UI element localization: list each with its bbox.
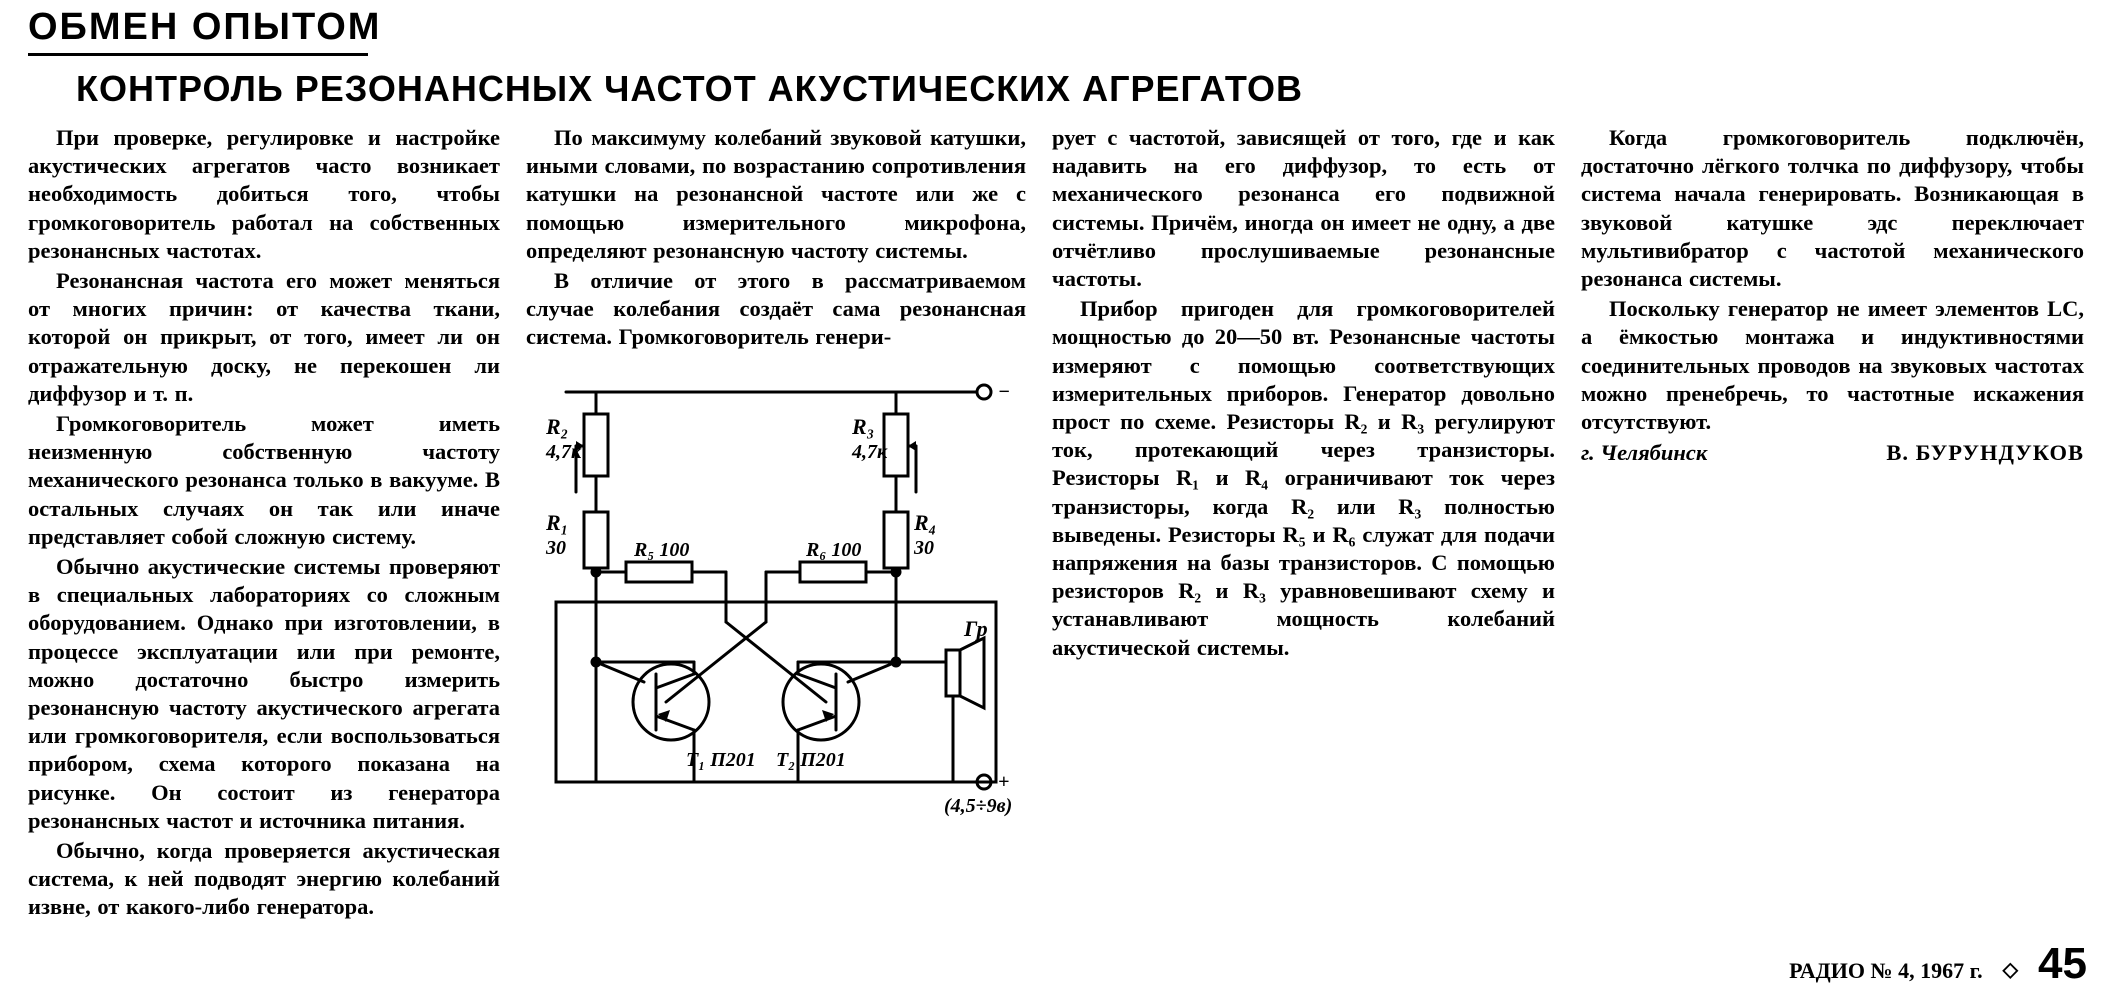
paragraph: В отличие от этого в рассматриваемом слу… (526, 267, 1026, 352)
magazine-issue: РАДИО № 4, 1967 г. (1789, 958, 1983, 984)
svg-text:R₃: R₃ (851, 414, 874, 439)
paragraph: Когда громкоговоритель подключён, достат… (1581, 124, 2084, 293)
svg-text:R₂: R₂ (545, 414, 568, 439)
page: ОБМЕН ОПЫТОМ КОНТРОЛЬ РЕЗОНАНСНЫХ ЧАСТОТ… (28, 6, 2098, 946)
footer-ornament-icon: ◇ (2003, 957, 2018, 982)
svg-text:R₁: R₁ (545, 510, 568, 535)
svg-text:R₆ 100: R₆ 100 (805, 539, 861, 561)
svg-text:T₂ П201: T₂ П201 (776, 749, 846, 771)
paragraph: Обычно акустические системы проверяют в … (28, 553, 500, 835)
paragraph: Резонансная частота его может меняться о… (28, 267, 500, 408)
svg-text:30: 30 (545, 537, 566, 559)
column-1: При проверке, регулировке и настройке ак… (28, 124, 500, 924)
article-signoff: г. Челябинск В. БУРУНДУКОВ (1581, 440, 2084, 466)
author-city: г. Челябинск (1581, 440, 1707, 466)
rubric-rule (28, 53, 368, 56)
svg-text:4,7к: 4,7к (545, 441, 582, 463)
column-3: рует с частотой, зависящей от того, где … (1052, 124, 2084, 924)
article-headline: КОНТРОЛЬ РЕЗОНАНСНЫХ ЧАСТОТ АКУСТИЧЕСКИХ… (76, 68, 2098, 110)
author-name: В. БУРУНДУКОВ (1886, 440, 2084, 466)
svg-text:−: − (998, 381, 1010, 403)
paragraph: Прибор пригоден для громкоговорителей мо… (1052, 295, 1555, 662)
svg-text:4,7к: 4,7к (851, 441, 888, 463)
paragraph: По максимуму колебаний звуковой катушки,… (526, 124, 1026, 265)
column-2: По максимуму колебаний звуковой катушки,… (526, 124, 1026, 924)
svg-text:30: 30 (913, 537, 934, 559)
svg-text:Гр: Гр (963, 616, 988, 641)
svg-text:R₄: R₄ (913, 510, 936, 535)
rubric-title: ОБМЕН ОПЫТОМ (28, 6, 2098, 49)
circuit-schematic: − + (4,5÷9в) (526, 362, 1026, 822)
page-number: 45 (2038, 939, 2087, 989)
paragraph: рует с частотой, зависящей от того, где … (1052, 124, 1555, 293)
svg-text:T₁ П201: T₁ П201 (686, 749, 756, 771)
paragraph: Поскольку генератор не имеет элементов L… (1581, 295, 2084, 436)
paragraph: Громкоговоритель может иметь неизменную … (28, 410, 500, 551)
svg-text:R₅ 100: R₅ 100 (633, 539, 689, 561)
paragraph: При проверке, регулировке и настройке ак… (28, 124, 500, 265)
text-columns: При проверке, регулировке и настройке ак… (28, 124, 2098, 924)
svg-text:+: + (998, 771, 1009, 793)
svg-text:(4,5÷9в): (4,5÷9в) (944, 795, 1012, 817)
page-footer: РАДИО № 4, 1967 г. ◇ 45 (1789, 939, 2087, 989)
paragraph: Обычно, когда проверяется акустическая с… (28, 837, 500, 922)
